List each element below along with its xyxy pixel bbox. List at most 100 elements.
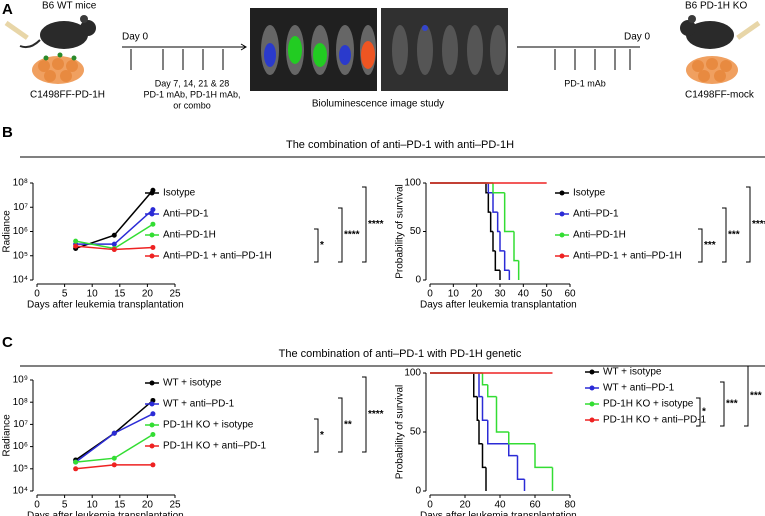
x-tick-label: 30 (494, 289, 506, 300)
x-tick-label: 20 (142, 289, 154, 300)
data-point (150, 244, 156, 250)
legend-marker (589, 385, 595, 391)
x-tick-label: 20 (142, 500, 154, 511)
y-tick-label: 50 (410, 226, 422, 237)
survival-step (495, 396, 509, 433)
legend-marker (149, 211, 155, 217)
y-axis-label: Probability of survival (395, 184, 406, 278)
survival-step (496, 212, 500, 233)
series-line (75, 209, 154, 245)
survival-step (481, 373, 488, 386)
legend-label: Anti–PD-1 (163, 209, 209, 220)
data-point (150, 221, 156, 227)
y-tick-label: 0 (415, 486, 421, 497)
significance-label: **** (344, 230, 360, 241)
survival-step (485, 183, 489, 194)
data-point (111, 241, 117, 247)
treatment-label: PD-1 mAb (564, 78, 606, 88)
legend-label: Anti–PD-1 (573, 209, 619, 220)
bioluminescence-images (250, 8, 508, 91)
data-point (111, 462, 117, 468)
legend-marker (589, 369, 595, 375)
significance-label: **** (368, 219, 384, 230)
panel-label: C (2, 334, 13, 351)
significance-label: **** (752, 219, 765, 230)
y-axis-label: Radiance (2, 414, 13, 457)
significance-bracket (698, 228, 703, 263)
survival-step (492, 183, 505, 194)
x-axis-label: Days after leukemia transplantation (27, 511, 184, 516)
legend-marker (149, 232, 155, 238)
survival-step (534, 443, 553, 469)
mouse-icon (4, 15, 96, 49)
data-point (111, 430, 117, 436)
y-axis-label: Radiance (2, 210, 13, 253)
x-tick-label: 50 (541, 289, 553, 300)
timeline (122, 43, 640, 70)
x-axis-label: Days after leukemia transplantation (420, 300, 577, 311)
survival-step (478, 420, 483, 445)
legend-label: WT + isotype (163, 378, 222, 389)
x-tick-label: 40 (518, 289, 530, 300)
panel-label: B (2, 124, 13, 141)
legend-label: Isotype (163, 188, 196, 199)
y-tick-label: 10⁴ (13, 486, 28, 497)
legend-label: WT + anti–PD-1 (603, 383, 675, 394)
y-tick-label: 10⁵ (13, 250, 28, 261)
significance-bracket (722, 207, 727, 263)
legend-marker (559, 253, 565, 259)
survival-step (487, 384, 497, 398)
legend-label: PD-1H KO + anti–PD-1 (163, 441, 267, 452)
data-point (150, 462, 156, 468)
survival-step (481, 396, 488, 421)
legend-label: Anti–PD-1H (163, 230, 216, 241)
data-point (111, 232, 117, 238)
significance-bracket (362, 376, 367, 453)
y-tick-label: 10⁹ (13, 375, 28, 386)
y-tick-label: 10⁵ (13, 463, 28, 474)
legend-marker (149, 190, 155, 196)
x-axis-label: Days after leukemia transplantation (27, 300, 184, 311)
data-point (150, 432, 156, 438)
y-tick-label: 10⁴ (13, 275, 28, 286)
legend-marker (149, 422, 155, 428)
survival-step (481, 443, 486, 469)
survival-step (487, 183, 493, 194)
legend-marker (149, 443, 155, 449)
section-title: The combination of anti–PD-1 with PD-1H … (279, 348, 522, 360)
x-tick-label: 20 (459, 500, 471, 511)
section-title: The combination of anti–PD-1 with anti–P… (286, 139, 514, 151)
y-axis-label: Probability of survival (395, 385, 406, 479)
legend-label: PD-1H KO + isotype (603, 399, 694, 410)
survival-step (499, 231, 505, 252)
legend-marker (149, 253, 155, 259)
cells-label: C1498FF-PD-1H (30, 90, 105, 101)
x-tick-label: 25 (169, 289, 181, 300)
data-point (73, 459, 79, 465)
x-tick-label: 5 (62, 500, 68, 511)
survival-step (476, 396, 479, 421)
significance-label: * (320, 240, 324, 251)
legend-marker (559, 190, 565, 196)
x-tick-label: 60 (564, 289, 576, 300)
x-axis-label: Days after leukemia transplantation (420, 511, 577, 516)
legend-marker (149, 380, 155, 386)
x-tick-label: 10 (87, 289, 99, 300)
significance-bracket (314, 228, 319, 263)
x-tick-label: 25 (169, 500, 181, 511)
y-tick-label: 100 (404, 368, 421, 379)
imaging-label: Bioluminescence image study (312, 99, 444, 110)
legend-label: Anti–PD-1H (573, 230, 626, 241)
data-point (150, 411, 156, 417)
survival-step (489, 212, 493, 233)
data-point (111, 455, 117, 461)
significance-label: *** (726, 399, 738, 410)
survival-step (473, 373, 478, 398)
legend-label: WT + anti–PD-1 (163, 399, 235, 410)
significance-label: * (320, 430, 324, 441)
legend-label: Isotype (573, 188, 606, 199)
y-tick-label: 10⁷ (13, 202, 28, 213)
x-tick-label: 60 (529, 500, 541, 511)
cells-label: C1498FF-mock (685, 90, 755, 101)
